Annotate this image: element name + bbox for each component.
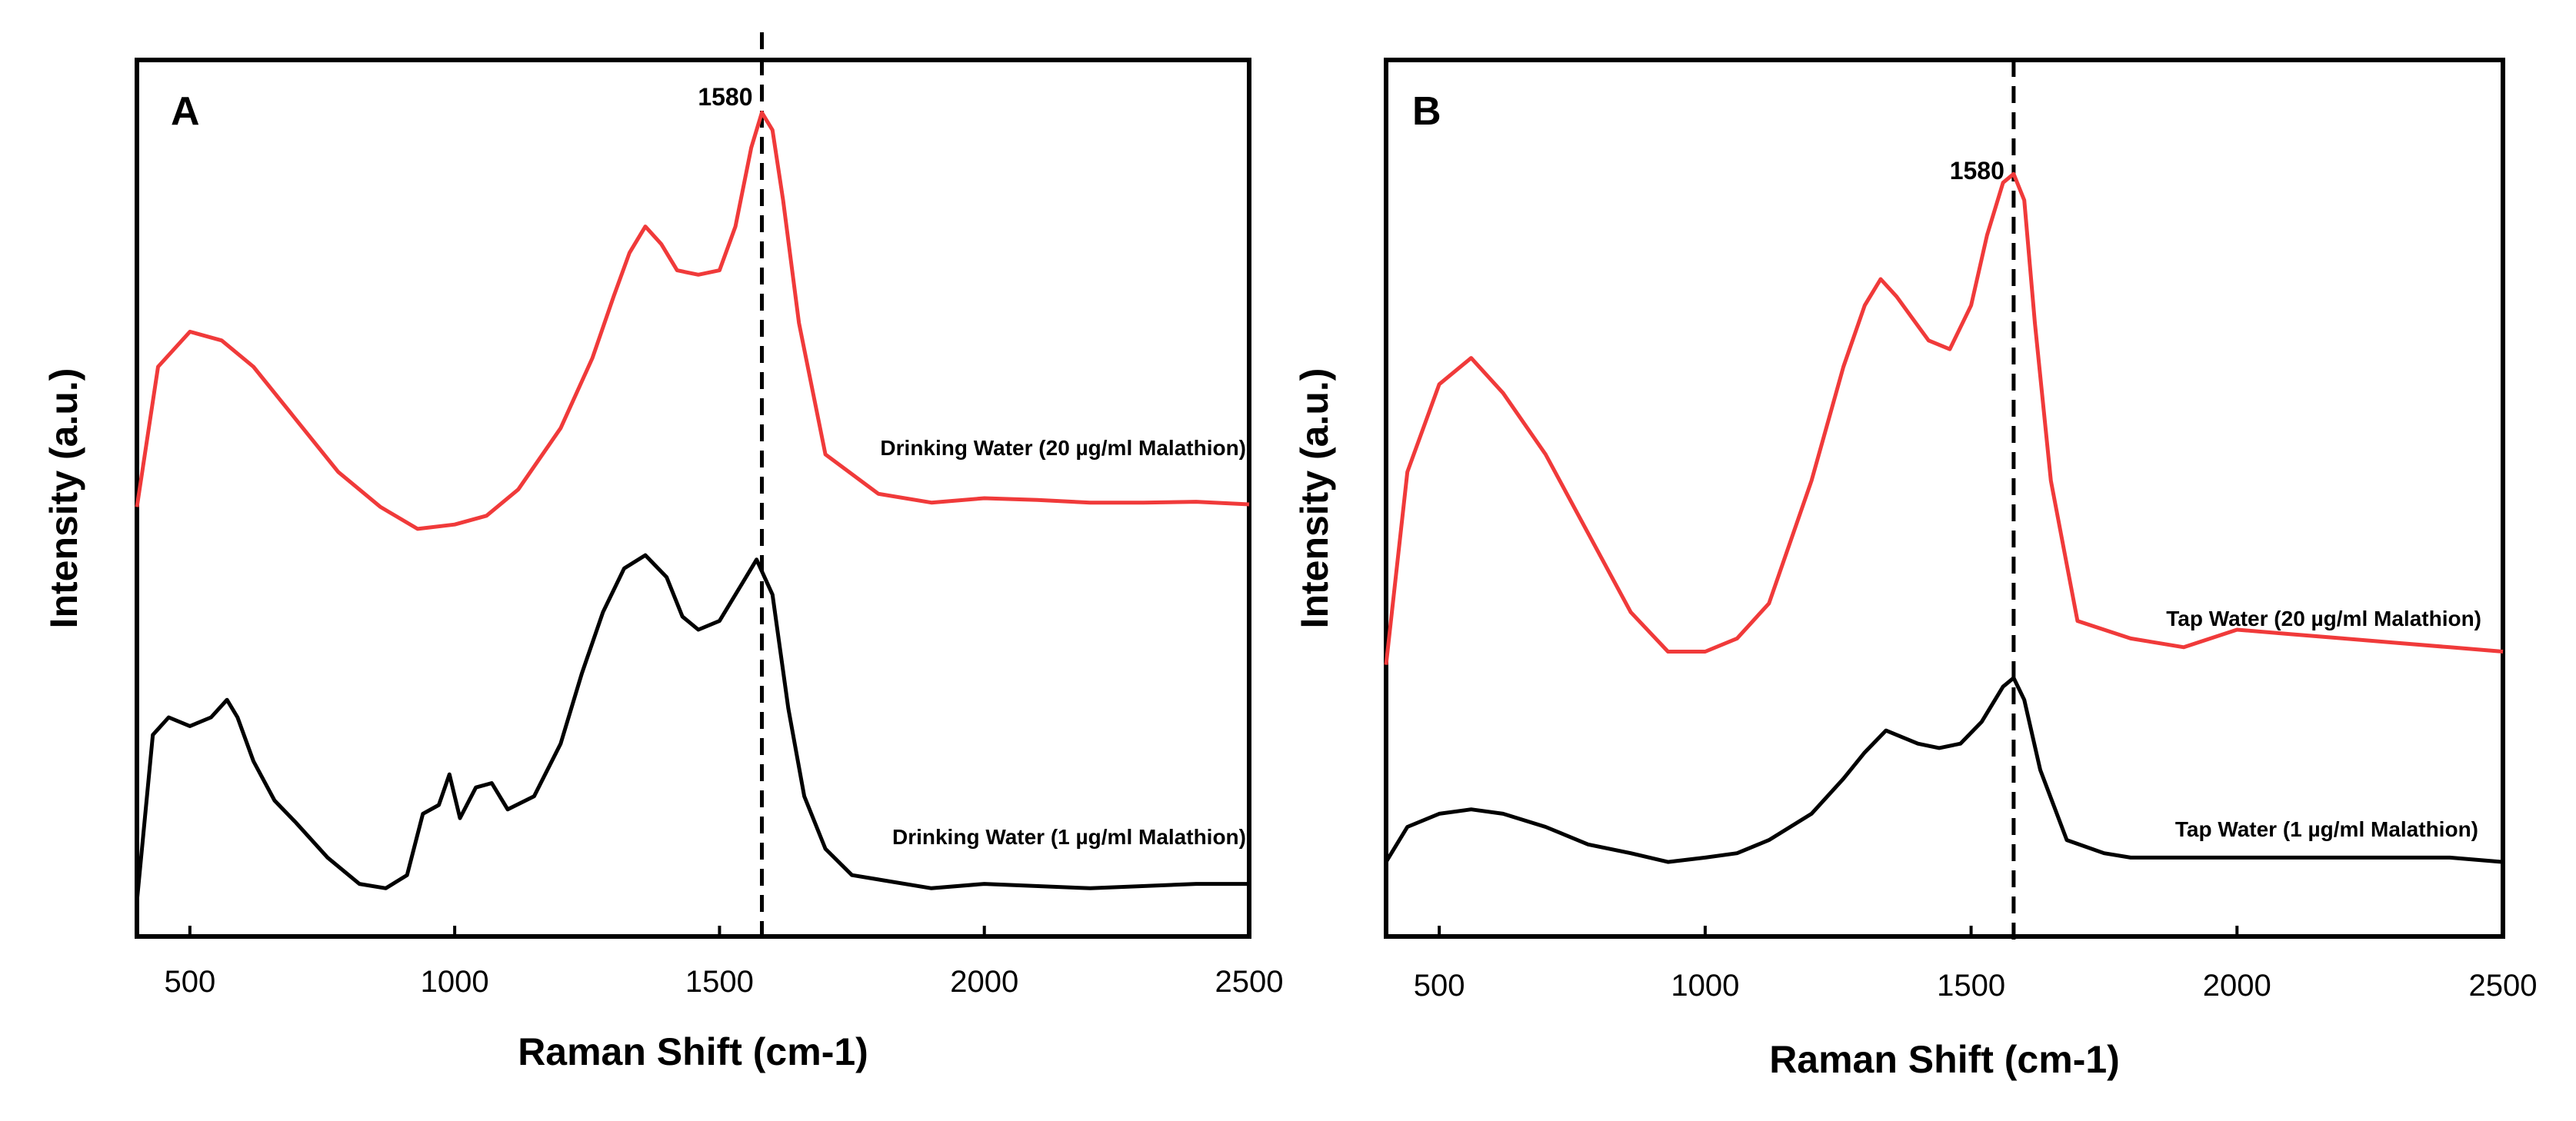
y-axis-title-b: Intensity (a.u.): [1293, 368, 1336, 629]
series-label-drinking-water-20: Drinking Water (20 µg/ml Malathion): [880, 436, 1246, 460]
panel-label-a: A: [171, 89, 200, 134]
x-tick-label: 1500: [685, 965, 754, 999]
x-tick-label: 1000: [1671, 969, 1739, 1003]
series-line-tap-water-1: [1384, 676, 2504, 864]
x-tick-label: 1500: [1937, 969, 2005, 1003]
series-label-drinking-water-1: Drinking Water (1 µg/ml Malathion): [892, 825, 1246, 849]
x-tick-label: 500: [1414, 969, 1465, 1003]
peak-label-a: 1580: [698, 83, 752, 111]
series-line-drinking-water-20: [135, 110, 1250, 531]
series-line-drinking-water-1: [135, 553, 1249, 902]
panel-label-b: B: [1412, 89, 1441, 134]
y-axis-title-a: Intensity (a.u.): [42, 368, 85, 629]
x-tick-label: 500: [164, 965, 215, 999]
plot-frame-a: [135, 58, 1251, 939]
x-axis-title-a: Raman Shift (cm-1): [518, 1030, 868, 1073]
x-tick-label: 2000: [950, 965, 1018, 999]
x-axis-title-b: Raman Shift (cm-1): [1769, 1038, 2120, 1081]
plot-frame-b: [1384, 58, 2505, 939]
series-label-tap-water-1: Tap Water (1 µg/ml Malathion): [2175, 817, 2478, 841]
x-tick-label: 2500: [2469, 969, 2538, 1003]
x-ticks-a: 500 1000 1500 2000 2500: [164, 926, 1283, 999]
panel-a: Intensity (a.u.) Raman Shift (cm-1) A 50…: [42, 32, 1283, 1073]
x-tick-label: 1000: [421, 965, 489, 999]
x-ticks-b: 500 1000 1500 2000 2500: [1414, 926, 2538, 1003]
series-label-tap-water-20: Tap Water (20 µg/ml Malathion): [2166, 607, 2481, 630]
panel-b: Intensity (a.u.) Raman Shift (cm-1) B 50…: [1293, 58, 2538, 1081]
x-tick-label: 2500: [1215, 965, 1284, 999]
x-tick-label: 2000: [2203, 969, 2271, 1003]
series-line-tap-water-20: [1384, 171, 2504, 665]
peak-label-b: 1580: [1950, 157, 2004, 185]
